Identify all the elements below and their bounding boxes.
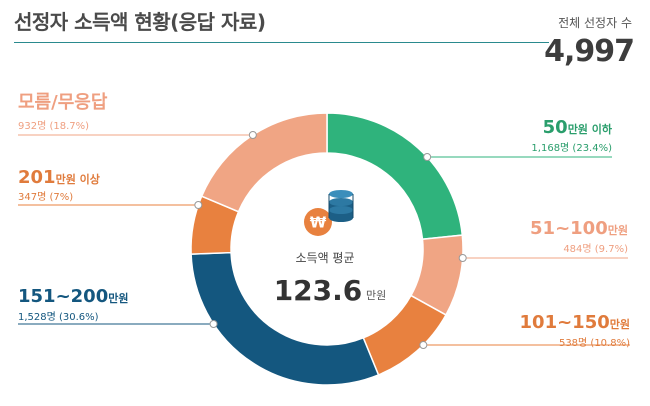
average-income-label: 소득액 평균	[295, 251, 354, 265]
average-income-value: 123.6	[274, 274, 363, 307]
slice-detail-unknown: 932명 (18.7%)	[18, 120, 89, 132]
chart-title: 선정자 소득액 현황(응답 자료)	[14, 10, 266, 34]
leader-dot-ge201	[194, 201, 203, 209]
slice-detail-51_100: 484명 (9.7%)	[563, 243, 628, 255]
chart-center: ₩ 소득액 평균 123.6 만원	[274, 190, 386, 307]
slice-label-unknown: 모름/무응답	[18, 92, 108, 113]
slice-label-151_200: 151~200만원	[18, 286, 128, 307]
slice-detail-le50: 1,168명 (23.4%)	[531, 142, 612, 154]
donut-slice-151_200	[190, 251, 380, 386]
leader-dot-101_150	[419, 341, 428, 349]
donut-slice-101_150	[362, 294, 447, 376]
donut-slice-unknown	[200, 112, 328, 213]
slice-detail-151_200: 1,528명 (30.6%)	[18, 311, 99, 323]
slice-label-le50: 50만원 이하	[543, 117, 613, 138]
leader-dot-unknown	[248, 131, 257, 139]
total-selectees-value: 4,997	[544, 34, 635, 69]
slice-label-51_100: 51~100만원	[530, 218, 628, 239]
leader-dot-le50	[423, 153, 432, 161]
slice-detail-101_150: 538명 (10.8%)	[559, 337, 630, 349]
leader-dot-151_200	[209, 320, 218, 328]
slice-label-ge201: 201만원 이상	[18, 167, 100, 188]
svg-text:₩: ₩	[310, 214, 327, 232]
won-coins-icon: ₩	[304, 190, 354, 236]
slice-label-101_150: 101~150만원	[520, 312, 630, 333]
slice-detail-ge201: 347명 (7%)	[18, 191, 73, 203]
leader-dot-51_100	[458, 254, 467, 262]
average-income-unit: 만원	[366, 289, 386, 302]
title-divider	[14, 42, 549, 43]
total-selectees-label: 전체 선정자 수	[558, 16, 632, 30]
